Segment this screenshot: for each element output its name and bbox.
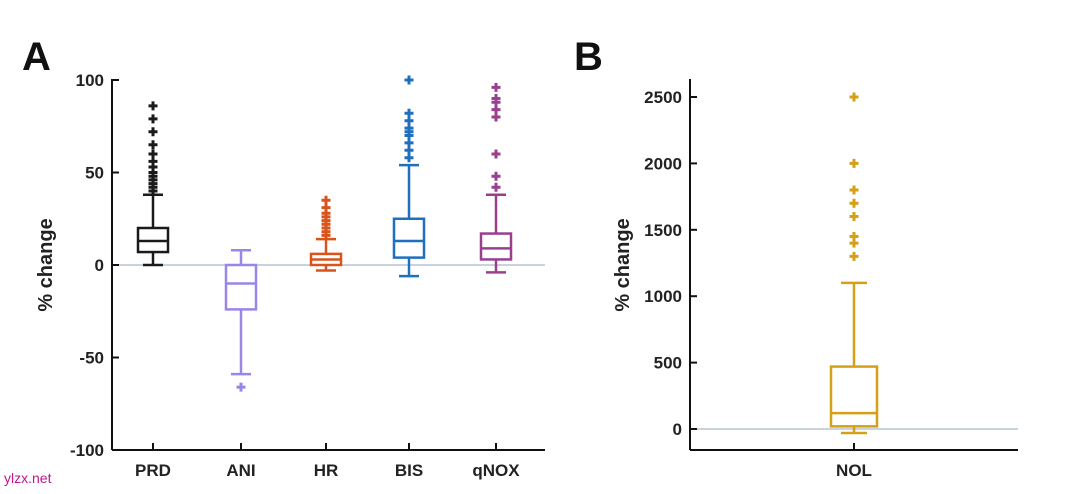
panel-a-y-tick-label: 0	[95, 256, 104, 275]
box-bis-iqr	[392, 217, 426, 259]
box-nol-outlier	[849, 92, 859, 102]
panel-a-plot: 100 50 0 -50 -100 PRD ANI HR BIS qNOX	[70, 71, 545, 480]
box-bis-outlier	[404, 75, 414, 85]
panel-a-x-tick-label-ani: ANI	[226, 461, 255, 480]
panel-a-y-tick-label: -100	[70, 441, 104, 460]
panel-a-x-tick-label-prd: PRD	[135, 461, 171, 480]
panel-b-y-tick-label: 2000	[644, 154, 682, 173]
box-nol-outlier	[849, 198, 859, 208]
panel-a-x-tick-label-bis: BIS	[395, 461, 423, 480]
panel-b-x-tick-label-nol: NOL	[836, 461, 872, 480]
panel-b-y-tick-label: 1500	[644, 221, 682, 240]
panel-b-y-tick-label: 500	[654, 354, 682, 373]
box-prd-outlier	[148, 101, 158, 111]
box-nol-outlier	[849, 185, 859, 195]
panel-a-y-axis-title: % change	[35, 218, 57, 311]
panel-b-plot: 0 500 1000 1500 2000 2500 NOL	[644, 79, 1018, 480]
box-prd-outlier	[148, 127, 158, 137]
box-qnox-outlier	[491, 94, 501, 103]
box-ani-outlier	[236, 382, 246, 392]
watermark-text: ylzx.net	[4, 470, 52, 486]
box-prd-outlier	[148, 114, 158, 124]
box-nol-outlier	[849, 231, 859, 241]
panel-a-y-tick-label: 100	[76, 71, 104, 90]
box-prd-outlier	[148, 140, 158, 150]
box-nol-outlier	[849, 212, 859, 222]
panel-b-y-tick-label: 2500	[644, 88, 682, 107]
box-ani-iqr	[224, 263, 258, 311]
box-hr-outlier	[321, 195, 331, 205]
panel-b-y-axis-title: % change	[612, 218, 634, 311]
box-nol-outlier	[849, 251, 859, 261]
panel-a-x-tick-label-hr: HR	[314, 461, 339, 480]
box-qnox-outlier	[491, 182, 501, 192]
panel-b-y-tick-label: 1000	[644, 287, 682, 306]
box-qnox-outlier	[491, 149, 501, 159]
panel-a-y-tick-label: 50	[85, 164, 104, 183]
box-nol-outlier	[849, 158, 859, 168]
box-nol-iqr	[829, 365, 879, 428]
box-qnox-outlier	[491, 82, 501, 92]
panel-a-label: A	[22, 35, 51, 79]
panel-a-y-tick-label: -50	[79, 349, 104, 368]
panel-b-label: B	[574, 35, 603, 79]
box-bis-outlier	[404, 108, 414, 118]
panel-a-x-tick-label-qnox: qNOX	[472, 461, 520, 480]
box-prd-outlier	[148, 149, 158, 159]
box-qnox-iqr	[479, 232, 513, 261]
box-qnox-outlier	[491, 171, 501, 181]
panel-b-y-tick-label: 0	[673, 420, 682, 439]
